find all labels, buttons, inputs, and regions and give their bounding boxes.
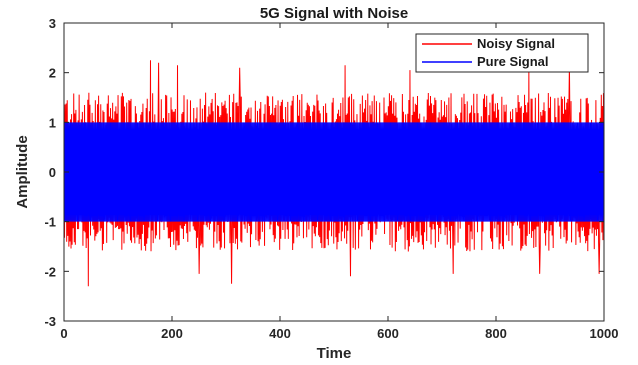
legend-label-pure-signal: Pure Signal: [477, 54, 549, 69]
y-tick-label: 3: [49, 16, 56, 31]
y-tick-label: -1: [44, 215, 56, 230]
ticks-layer: 0 200 400 600 800 1000 3 2 1 0 -1 -2 -3: [44, 16, 618, 341]
y-tick-label: 0: [49, 165, 56, 180]
series-line-pure-signal: [63, 122, 605, 222]
x-tick-label: 200: [161, 326, 183, 341]
x-tick-label: 1000: [590, 326, 619, 341]
y-tick-label: -3: [44, 314, 56, 329]
legend-box: [415, 33, 589, 73]
x-tick-label: 800: [485, 326, 507, 341]
legend: Noisy Signal Pure Signal: [415, 33, 589, 73]
y-tick-label: -2: [44, 264, 56, 279]
x-tick-label: 400: [269, 326, 291, 341]
chart-title: 5G Signal with Noise: [260, 5, 408, 22]
y-tick-label: 2: [49, 66, 56, 81]
series-layer: [63, 60, 605, 287]
x-axis-label: Time: [317, 345, 352, 362]
y-tick-label: 1: [49, 115, 56, 130]
y-axis-label: Amplitude: [14, 135, 31, 208]
x-tick-label: 0: [60, 326, 67, 341]
x-tick-label: 600: [377, 326, 399, 341]
legend-label-noisy-signal: Noisy Signal: [477, 36, 555, 51]
